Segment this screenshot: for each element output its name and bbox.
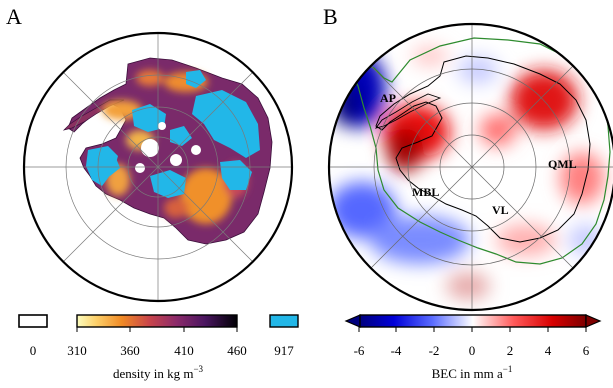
map-border-a bbox=[22, 31, 294, 303]
bec-colorbar bbox=[359, 314, 587, 328]
ice-tick-label: 917 bbox=[274, 343, 294, 358]
peninsula-b bbox=[374, 93, 442, 129]
region-label-ap: AP bbox=[380, 91, 396, 105]
panel-b-letter: B bbox=[323, 4, 338, 29]
density-map bbox=[24, 33, 292, 301]
bec-tick-marks bbox=[358, 327, 587, 332]
snow-free-patches bbox=[135, 122, 201, 173]
density-tick-410: 410 bbox=[174, 343, 194, 358]
bec-colorbar-extension-left bbox=[344, 314, 361, 328]
bec-tick-neg4: -4 bbox=[391, 343, 402, 358]
region-label-vl: VL bbox=[492, 203, 509, 217]
graticule-a bbox=[24, 33, 292, 301]
density-tick-marks bbox=[76, 327, 238, 332]
zero-swatch bbox=[18, 314, 48, 328]
bec-tick-2: 2 bbox=[507, 343, 514, 358]
density-colorbar bbox=[76, 314, 238, 328]
legend-a: 0 310 360 410 460 917 density in kg m−3 bbox=[18, 314, 299, 381]
zero-tick-label: 0 bbox=[30, 343, 37, 358]
graticule-b bbox=[329, 24, 613, 310]
bec-tick-neg6: -6 bbox=[354, 343, 365, 358]
panel-a-letter: A bbox=[6, 4, 22, 29]
bec-tick-6: 6 bbox=[583, 343, 590, 358]
density-tick-360: 360 bbox=[120, 343, 140, 358]
region-label-mbl: MBL bbox=[412, 185, 439, 199]
bec-tick-0: 0 bbox=[469, 343, 476, 358]
legend-b: -6 -4 -2 0 2 4 6 BEC in mm a−1 bbox=[344, 314, 602, 381]
ice-patches bbox=[86, 70, 260, 198]
density-colorbar-title: density in kg m−3 bbox=[113, 364, 204, 381]
panel-a: A bbox=[6, 4, 299, 381]
coastline-b bbox=[375, 55, 591, 243]
region-label-qml: QML bbox=[548, 157, 577, 171]
bec-colorbar-extension-right bbox=[585, 314, 602, 328]
panel-b: B bbox=[323, 4, 613, 381]
map-border-b bbox=[327, 22, 613, 312]
density-tick-460: 460 bbox=[227, 343, 247, 358]
bec-colorbar-title: BEC in mm a−1 bbox=[432, 364, 513, 381]
peninsula-a bbox=[62, 99, 125, 131]
ice-swatch bbox=[269, 314, 299, 328]
bec-tick-4: 4 bbox=[545, 343, 552, 358]
bec-tick-neg2: -2 bbox=[429, 343, 440, 358]
density-tick-310: 310 bbox=[67, 343, 87, 358]
